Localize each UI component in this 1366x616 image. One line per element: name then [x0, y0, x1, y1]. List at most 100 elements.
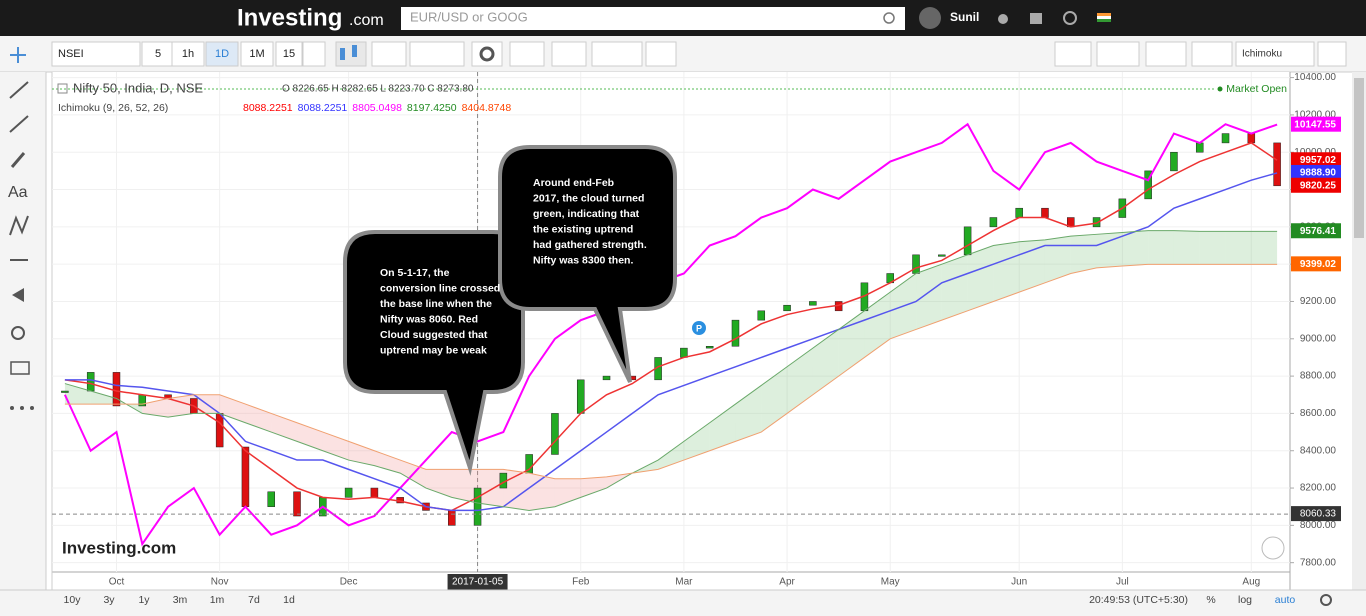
- settings-icon[interactable]: [1320, 594, 1332, 606]
- range-button[interactable]: 1y: [138, 594, 150, 606]
- candle: [1144, 170, 1152, 200]
- fullscreen-button[interactable]: [1317, 41, 1347, 67]
- interval-label[interactable]: 15: [283, 48, 295, 60]
- range-button[interactable]: 1m: [210, 594, 225, 606]
- candle: [370, 487, 379, 498]
- range-button[interactable]: 3m: [173, 594, 188, 606]
- interval-button[interactable]: [141, 41, 175, 67]
- logo[interactable]: Investing: [237, 4, 342, 31]
- back-tool[interactable]: [12, 288, 24, 302]
- indicator-value: 8197.4250: [407, 102, 457, 114]
- price-tag: [1291, 177, 1341, 193]
- cloud-fill: [1173, 230, 1200, 265]
- candle: [1092, 217, 1101, 228]
- trendline-tool[interactable]: [9, 81, 29, 99]
- range-button[interactable]: 1d: [283, 594, 295, 606]
- indicator-select[interactable]: [1235, 41, 1315, 67]
- candle: [989, 217, 998, 228]
- text-tool[interactable]: Aa: [8, 184, 28, 201]
- indicator-value: 8088.2251: [243, 102, 293, 114]
- cloud-fill: [787, 348, 813, 414]
- scale-option[interactable]: log: [1238, 594, 1252, 606]
- candle: [809, 301, 817, 306]
- watermark: Investing.com: [62, 538, 176, 557]
- range-button[interactable]: 7d: [248, 594, 260, 606]
- x-tick-label: Aug: [1242, 577, 1260, 588]
- y-tick-label: 8800.00: [1300, 371, 1337, 382]
- more-tool[interactable]: [10, 406, 14, 410]
- symbol-box[interactable]: [51, 41, 141, 67]
- candle: [1221, 133, 1230, 144]
- zoom-tool[interactable]: [11, 326, 25, 340]
- annotation-line: the base line when the: [380, 298, 492, 310]
- y-tick-label: 7800.00: [1300, 557, 1337, 568]
- scroll-right-button[interactable]: [1261, 536, 1285, 560]
- clock-icon[interactable]: [1063, 11, 1077, 25]
- interval-dropdown[interactable]: [302, 41, 326, 67]
- interval-button[interactable]: [205, 41, 239, 67]
- search-icon[interactable]: [883, 12, 895, 24]
- collapse-icon[interactable]: [57, 83, 68, 94]
- layout-button[interactable]: [1096, 41, 1140, 67]
- undo-redo-button[interactable]: [591, 41, 643, 67]
- scroll-thumb[interactable]: [1354, 78, 1364, 238]
- interval-label[interactable]: 5: [155, 48, 161, 60]
- pattern-tool[interactable]: [9, 215, 29, 236]
- x-tick-label: Feb: [572, 577, 590, 588]
- brush-tool[interactable]: [10, 152, 26, 168]
- scale-option[interactable]: auto: [1275, 594, 1296, 606]
- more-tool: [20, 406, 24, 410]
- y-tick-label: 8600.00: [1300, 408, 1337, 419]
- search-box[interactable]: [401, 7, 905, 30]
- interval-label[interactable]: 1M: [249, 48, 264, 60]
- interval-label[interactable]: 1D: [215, 48, 229, 60]
- flag: [1097, 19, 1111, 22]
- interval-button[interactable]: [275, 41, 303, 67]
- candle: [344, 487, 353, 498]
- settings-button[interactable]: [471, 41, 503, 67]
- annotation-line: Cloud suggested that: [380, 329, 488, 341]
- cloud-fill: [425, 469, 452, 498]
- candle: [1273, 142, 1281, 187]
- compare-button[interactable]: [551, 41, 587, 67]
- interval-label[interactable]: 1h: [182, 48, 194, 60]
- candle: [602, 375, 611, 381]
- flag: [1097, 16, 1111, 19]
- snapshot-button[interactable]: [1054, 41, 1092, 67]
- cloud-fill: [348, 441, 375, 466]
- alert-button[interactable]: [645, 41, 677, 67]
- candle-icon: [352, 45, 357, 57]
- line-button[interactable]: [371, 41, 407, 67]
- interval-button[interactable]: [171, 41, 205, 67]
- clock: 20:49:53 (UTC+5:30): [1089, 594, 1188, 606]
- avatar[interactable]: [919, 7, 941, 29]
- user-name[interactable]: Sunil: [950, 10, 979, 24]
- bell-icon[interactable]: [998, 14, 1008, 24]
- portfolio-icon[interactable]: [1030, 13, 1042, 24]
- price-tag-label: 9576.41: [1300, 226, 1337, 237]
- fib-tool[interactable]: [9, 115, 29, 133]
- chart-style-button[interactable]: [409, 41, 465, 67]
- cloud-span: [64, 263, 1278, 480]
- annotation-line: On 5-1-17, the: [380, 267, 450, 279]
- cloud-load-button[interactable]: [1145, 41, 1187, 67]
- indicator-name[interactable]: Ichimoku: [1242, 49, 1282, 60]
- indicators-button[interactable]: [509, 41, 545, 67]
- cloud-save-button[interactable]: [1191, 41, 1233, 67]
- range-button[interactable]: 10y: [64, 594, 82, 606]
- price-tag: [1291, 256, 1341, 272]
- scale-option[interactable]: %: [1206, 594, 1215, 606]
- interval-button[interactable]: [240, 41, 274, 67]
- candle: [473, 487, 482, 526]
- price-tag: [1291, 152, 1341, 168]
- cloud-fill: [90, 391, 117, 405]
- candle: [1170, 151, 1178, 172]
- callout-bubble: [498, 145, 677, 383]
- logo-suffix: .com: [349, 12, 384, 29]
- event-marker[interactable]: [692, 321, 706, 335]
- ruler-tool[interactable]: [10, 361, 30, 375]
- flag[interactable]: [1097, 13, 1111, 16]
- symbol[interactable]: NSEI: [58, 48, 84, 60]
- range-button[interactable]: 3y: [103, 594, 115, 606]
